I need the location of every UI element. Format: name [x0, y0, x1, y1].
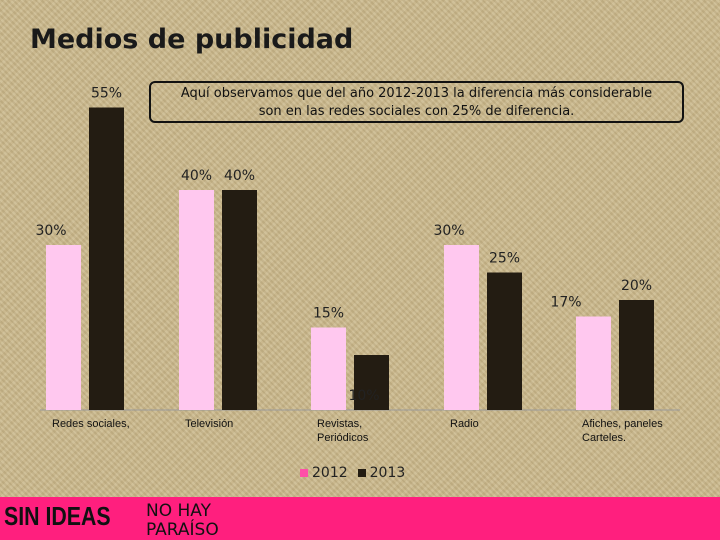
data-label-2013-4: 20% [621, 278, 652, 294]
slide-title: Medios de publicidad [30, 24, 354, 55]
category-label-1: Televisión [185, 418, 233, 430]
data-label-2013-1: 40% [224, 168, 255, 184]
data-label-2013-2: 10% [348, 388, 379, 404]
data-label-2012-1: 40% [181, 168, 212, 184]
data-label-2012-2: 15% [313, 306, 344, 322]
footer-banner: SIN IDEAS NO HAY PARAÍSO [0, 497, 720, 540]
data-label-2012-3: 30% [433, 223, 464, 239]
legend-swatch-2013 [357, 469, 366, 477]
data-label-2013-0: 55% [91, 86, 122, 102]
brand-logo: SIN IDEAS [4, 501, 111, 531]
bar-2013-1 [222, 190, 257, 410]
legend-label-2012: 2012 [312, 465, 348, 481]
legend-item-2012: 2012 [300, 465, 348, 481]
bar-2012-3 [444, 245, 479, 410]
category-label-3: Radio [450, 418, 479, 430]
bar-2012-2 [311, 327, 346, 410]
data-label-2012-0: 30% [35, 223, 66, 239]
annotation-line-1: Aquí observamos que del año 2012-2013 la… [180, 86, 653, 101]
bar-chart: 30% 55% Redes sociales, 40% 40% Televisión 15%… [35, 86, 680, 444]
bar-2013-0 [89, 107, 124, 410]
brand-tagline: NO HAY PARAÍSO [146, 501, 219, 540]
legend-item-2013: 2013 [357, 465, 406, 481]
annotation-box: Aquí observamos que del año 2012-2013 la… [149, 81, 684, 123]
bar-2013-2 [354, 355, 389, 410]
legend-swatch-2012 [300, 469, 308, 477]
annotation-line-2: son en las redes sociales con 25% de dif… [258, 104, 575, 119]
data-label-2013-3: 25% [489, 251, 520, 267]
bar-2012-4 [576, 316, 611, 410]
bar-2012-1 [179, 190, 214, 410]
legend-label-2013: 2013 [369, 465, 406, 481]
category-label-2: Revistas, Periódicos [317, 418, 369, 444]
bar-2013-4 [619, 300, 654, 410]
bar-2012-0 [46, 245, 81, 410]
category-label-4: Afiches, paneles Carteles. [582, 418, 663, 444]
bar-2013-3 [487, 272, 522, 410]
chart-legend: 2012 2013 [300, 465, 405, 481]
category-label-0: Redes sociales, [52, 418, 130, 430]
data-label-2012-4: 17% [550, 295, 581, 311]
